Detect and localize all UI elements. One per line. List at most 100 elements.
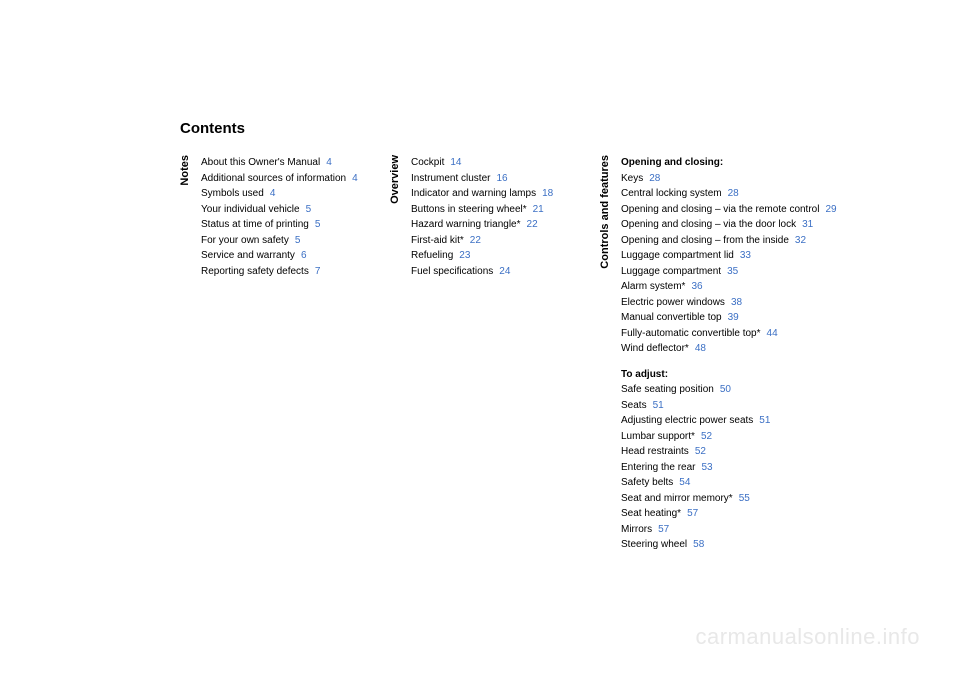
contents-columns: Notes About this Owner's Manual4 Additio… xyxy=(180,155,900,553)
toc-entry: Luggage compartment35 xyxy=(621,264,837,280)
toc-page[interactable]: 18 xyxy=(542,188,553,199)
toc-page[interactable]: 52 xyxy=(695,446,706,457)
toc-entry: Instrument cluster 16 xyxy=(411,171,553,187)
column-controls: Controls and features Opening and closin… xyxy=(600,155,840,553)
toc-text: First-aid kit* xyxy=(411,235,464,246)
toc-page[interactable]: 5 xyxy=(295,235,301,246)
toc-entry: Keys28 xyxy=(621,171,837,187)
toc-page[interactable]: 28 xyxy=(728,188,739,199)
toc-page[interactable]: 50 xyxy=(720,384,731,395)
page-title: Contents xyxy=(180,120,900,137)
toc-entry: Safety belts 54 xyxy=(621,475,837,491)
toc-entry: About this Owner's Manual 4 xyxy=(201,155,358,171)
toc-page[interactable]: 51 xyxy=(653,400,664,411)
toc-page[interactable]: 38 xyxy=(731,297,742,308)
column-overview: Overview Cockpit14 Instrument cluster 16 … xyxy=(390,155,600,553)
toc-page[interactable]: 54 xyxy=(679,477,690,488)
toc-page[interactable]: 6 xyxy=(301,250,307,261)
subheading-opening: Opening and closing: xyxy=(621,155,837,171)
toc-entry: Opening and closing – via the remote con… xyxy=(621,202,837,218)
toc-text: About this Owner's Manual xyxy=(201,157,320,168)
watermark-text: carmanualsonline.info xyxy=(695,624,920,650)
toc-text: Seat heating* xyxy=(621,508,681,519)
toc-page[interactable]: 35 xyxy=(727,266,738,277)
toc-page[interactable]: 53 xyxy=(702,462,713,473)
section-label-controls: Controls and features xyxy=(600,155,611,271)
toc-page[interactable]: 4 xyxy=(352,173,358,184)
toc-entry: Manual convertible top39 xyxy=(621,310,837,326)
toc-page[interactable]: 48 xyxy=(695,343,706,354)
toc-entry: Electric power windows38 xyxy=(621,295,837,311)
toc-page[interactable]: 58 xyxy=(693,539,704,550)
toc-page[interactable]: 5 xyxy=(306,204,312,215)
toc-page[interactable]: 23 xyxy=(459,250,470,261)
toc-text: Instrument cluster xyxy=(411,173,490,184)
toc-page[interactable]: 32 xyxy=(795,235,806,246)
overview-entries: Cockpit14 Instrument cluster 16 Indicator… xyxy=(411,155,553,279)
toc-page[interactable]: 24 xyxy=(499,266,510,277)
toc-text: Service and warranty xyxy=(201,250,295,261)
toc-text: For your own safety xyxy=(201,235,289,246)
toc-text: Seats xyxy=(621,400,647,411)
toc-page[interactable]: 28 xyxy=(649,173,660,184)
toc-page[interactable]: 39 xyxy=(728,312,739,323)
toc-page[interactable]: 52 xyxy=(701,431,712,442)
toc-entry: Refueling23 xyxy=(411,248,553,264)
toc-text: Status at time of printing xyxy=(201,219,309,230)
toc-text: Reporting safety defects xyxy=(201,266,309,277)
toc-text: Safe seating position xyxy=(621,384,714,395)
toc-entry: Seat heating* 57 xyxy=(621,506,837,522)
toc-text: Symbols used xyxy=(201,188,264,199)
toc-text: Buttons in steering wheel* xyxy=(411,204,527,215)
toc-text: Hazard warning triangle* xyxy=(411,219,521,230)
notes-entries: About this Owner's Manual4 Additional so… xyxy=(201,155,358,279)
toc-page[interactable]: 57 xyxy=(687,508,698,519)
toc-entry: Seat and mirror memory*55 xyxy=(621,491,837,507)
toc-page[interactable]: 7 xyxy=(315,266,321,277)
toc-page[interactable]: 5 xyxy=(315,219,321,230)
toc-text: Adjusting electric power seats xyxy=(621,415,753,426)
toc-text: Indicator and warning lamps xyxy=(411,188,536,199)
toc-page[interactable]: 22 xyxy=(527,219,538,230)
toc-text: Safety belts xyxy=(621,477,673,488)
section-label-overview: Overview xyxy=(390,155,401,206)
toc-page[interactable]: 33 xyxy=(740,250,751,261)
toc-page[interactable]: 22 xyxy=(470,235,481,246)
toc-text: Opening and closing – via the remote con… xyxy=(621,204,819,215)
toc-text: Luggage compartment lid xyxy=(621,250,734,261)
toc-page[interactable]: 4 xyxy=(270,188,276,199)
toc-text: Steering wheel xyxy=(621,539,687,550)
toc-entry: First-aid kit* 22 xyxy=(411,233,553,249)
toc-page[interactable]: 16 xyxy=(496,173,507,184)
toc-page[interactable]: 14 xyxy=(450,157,461,168)
controls-entries: Opening and closing: Keys28 Central lock… xyxy=(621,155,837,553)
toc-page[interactable]: 31 xyxy=(802,219,813,230)
toc-page[interactable]: 44 xyxy=(767,328,778,339)
toc-entry: Wind deflector* 48 xyxy=(621,341,837,357)
subheading-adjust: To adjust: xyxy=(621,367,837,383)
toc-page[interactable]: 21 xyxy=(533,204,544,215)
toc-entry: Entering the rear 53 xyxy=(621,460,837,476)
toc-text: Opening and closing – via the door lock xyxy=(621,219,796,230)
toc-entry: Central locking system28 xyxy=(621,186,837,202)
toc-page[interactable]: 29 xyxy=(825,204,836,215)
toc-entry: Fuel specifications24 xyxy=(411,264,553,280)
toc-entry: Steering wheel 58 xyxy=(621,537,837,553)
toc-entry: For your own safety 5 xyxy=(201,233,358,249)
toc-page[interactable]: 57 xyxy=(658,524,669,535)
toc-entry: Hazard warning triangle* 22 xyxy=(411,217,553,233)
toc-text: Alarm system* xyxy=(621,281,685,292)
toc-entry: Alarm system* 36 xyxy=(621,279,837,295)
toc-text: Wind deflector* xyxy=(621,343,689,354)
toc-entry: Head restraints 52 xyxy=(621,444,837,460)
toc-page[interactable]: 51 xyxy=(759,415,770,426)
toc-page[interactable]: 4 xyxy=(326,157,332,168)
toc-page[interactable]: 36 xyxy=(691,281,702,292)
toc-text: Head restraints xyxy=(621,446,689,457)
toc-entry: Luggage compartment lid 33 xyxy=(621,248,837,264)
toc-page[interactable]: 55 xyxy=(739,493,750,504)
toc-entry: Cockpit14 xyxy=(411,155,553,171)
toc-text: Lumbar support* xyxy=(621,431,695,442)
column-notes: Notes About this Owner's Manual4 Additio… xyxy=(180,155,390,553)
toc-text: Entering the rear xyxy=(621,462,696,473)
